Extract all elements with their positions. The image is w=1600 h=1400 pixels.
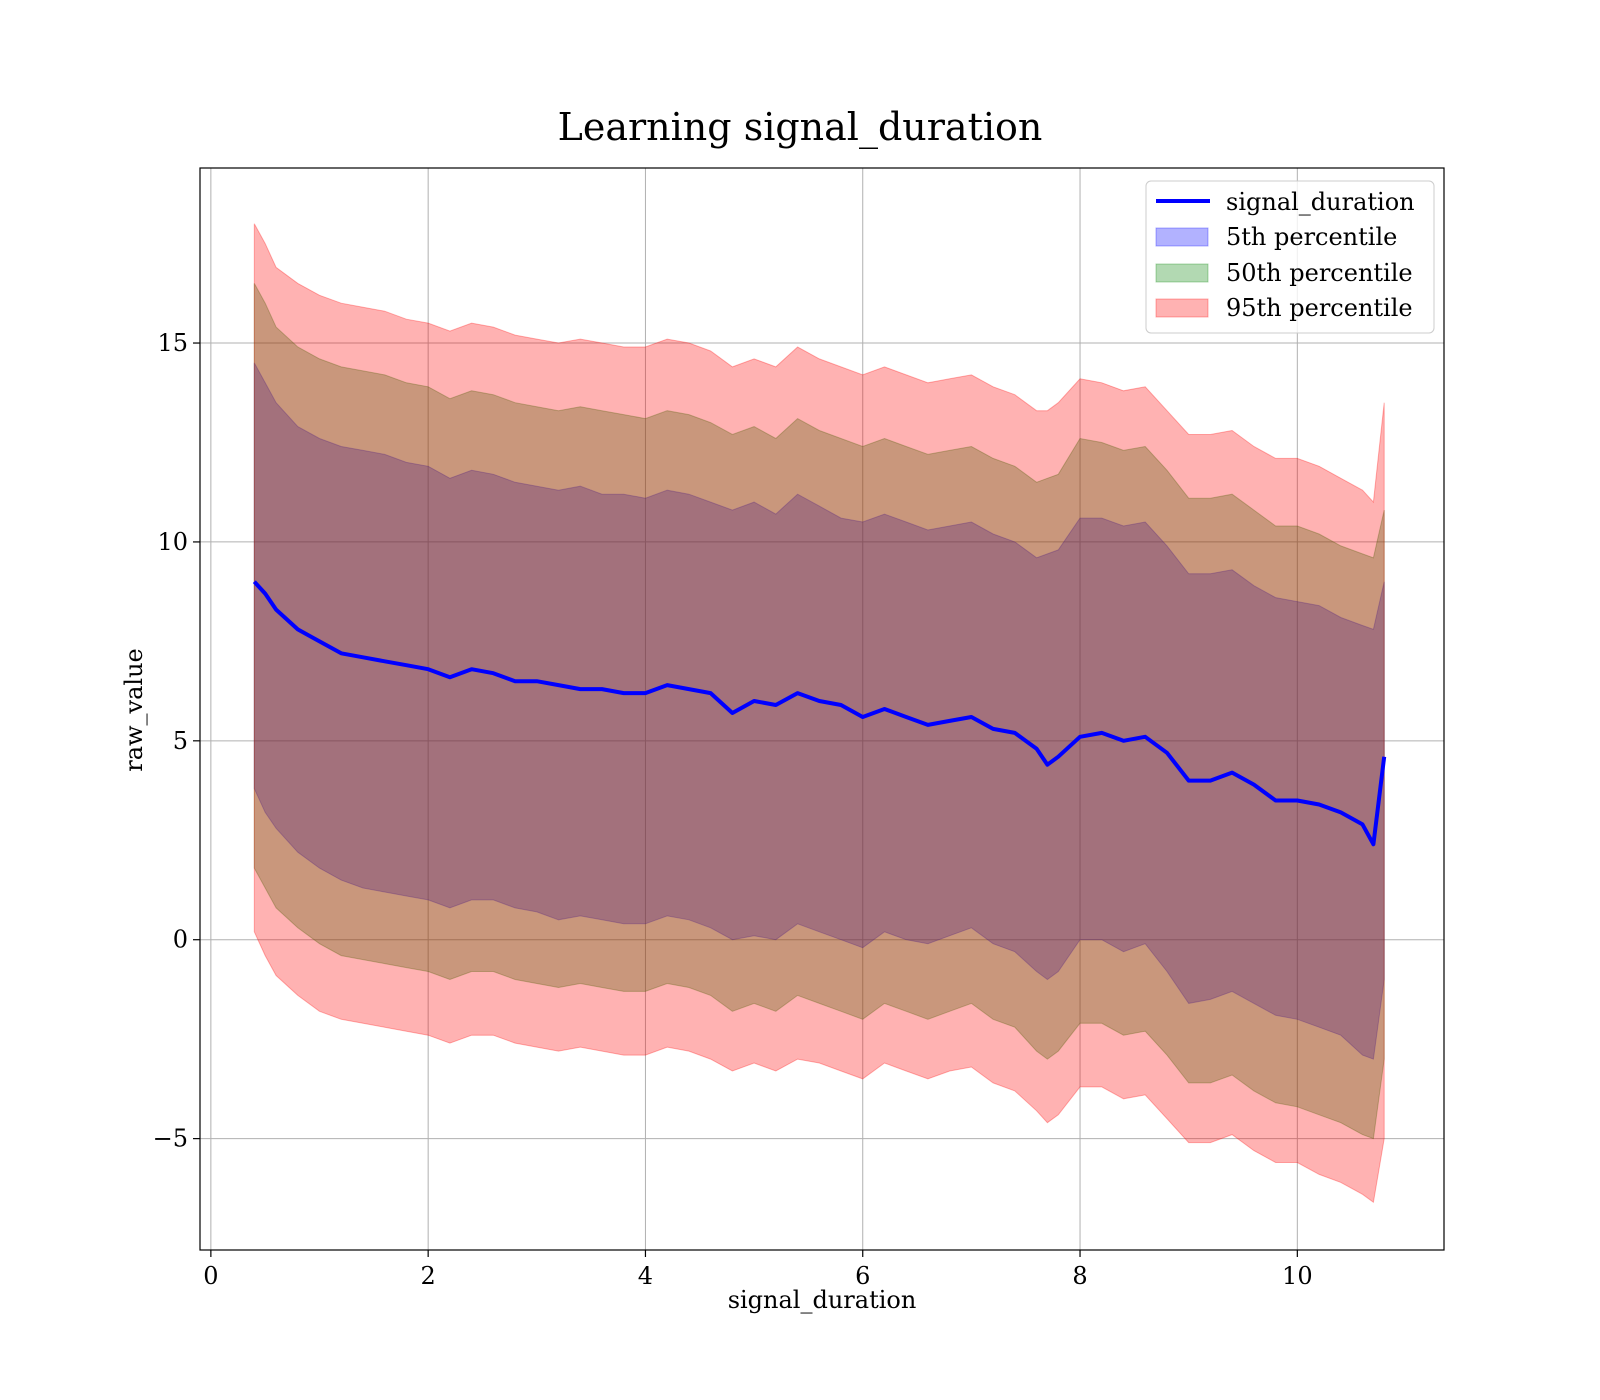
y-tick-label: 10 [157, 528, 188, 556]
y-axis-ticks: −5 0 5 10 15 [153, 329, 200, 1153]
y-tick-label: 15 [157, 329, 188, 357]
y-tick-label: 0 [173, 926, 188, 954]
x-axis-label: signal_duration [728, 1286, 917, 1314]
x-tick-label: 4 [638, 1262, 653, 1290]
legend: signal_duration 5th percentile 50th perc… [1145, 180, 1435, 334]
legend-label-95th-percentile: 95th percentile [1226, 294, 1413, 322]
percentile-bands [253, 223, 1385, 1204]
x-axis-ticks: 0 2 4 6 8 10 [203, 1250, 1313, 1290]
chart-title: Learning signal_duration [558, 105, 1043, 150]
x-tick-label: 2 [421, 1262, 436, 1290]
x-tick-label: 8 [1072, 1262, 1087, 1290]
legend-box [1145, 180, 1435, 334]
x-tick-label: 10 [1282, 1262, 1313, 1290]
x-tick-label: 0 [203, 1262, 218, 1290]
y-tick-label: −5 [153, 1125, 188, 1153]
band-95th-percentile [253, 223, 1385, 1204]
legend-label-5th-percentile: 5th percentile [1226, 223, 1397, 251]
x-tick-label: 6 [855, 1262, 870, 1290]
legend-label-50th-percentile: 50th percentile [1226, 259, 1413, 287]
y-axis-label: raw_value [120, 648, 148, 772]
legend-swatch-5th-percentile [1155, 227, 1209, 247]
series-lines [252, 580, 1387, 847]
series-line-signal-duration [252, 580, 1387, 847]
legend-swatch-50th-percentile [1155, 263, 1209, 283]
y-tick-label: 5 [173, 727, 188, 755]
legend-label-signal-duration: signal_duration [1226, 188, 1415, 216]
grid-lines [200, 168, 1444, 1250]
legend-swatch-95th-percentile [1155, 298, 1209, 318]
band-50th-percentile [253, 283, 1385, 1140]
plot-frame [199, 167, 1445, 1251]
band-5th-percentile [253, 362, 1385, 1060]
